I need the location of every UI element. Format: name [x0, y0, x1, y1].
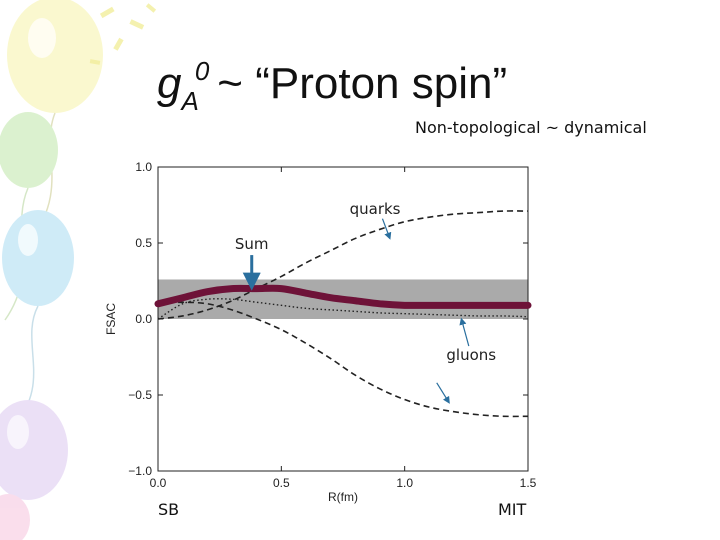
x-tick-label: 0.0: [150, 476, 167, 490]
title-symbol: g: [157, 59, 182, 108]
sum-curve: [154, 284, 532, 309]
balloon-pink: [0, 494, 30, 540]
x-tick-label: 1.0: [396, 476, 413, 490]
gluons-curve: [157, 301, 529, 418]
x-axis-label: R(fm): [328, 490, 358, 504]
confetti: [89, 3, 157, 65]
slide-subtitle: Non-topological ~ dynamical: [415, 118, 647, 137]
right-label-mit: MIT: [498, 500, 527, 519]
annotation-label: quarks: [350, 200, 401, 218]
x-tick-label: 1.5: [520, 476, 537, 490]
quarks-arrow: [381, 218, 392, 240]
gluons-lower-arrow: [436, 382, 450, 404]
y-tick-label: −1.0: [128, 464, 152, 478]
annotation-label: Sum: [235, 235, 269, 253]
y-tick-label: 0.5: [135, 236, 152, 250]
x-tick-label: 0.5: [273, 476, 290, 490]
title-rest: ~ “Proton spin”: [217, 59, 508, 108]
gluons-arrow: [459, 317, 470, 347]
title-superscript: 0: [194, 56, 210, 86]
y-tick-label: 1.0: [135, 160, 152, 174]
title-subscript: A: [181, 86, 199, 116]
y-tick-label: −0.5: [128, 388, 152, 402]
balloon-green: [0, 112, 58, 188]
annotation-label: gluons: [446, 346, 496, 364]
left-label-sb: SB: [158, 500, 180, 519]
slide-title: gA0 ~ “Proton spin”: [157, 58, 507, 114]
y-tick-label: 0.0: [135, 312, 152, 326]
y-axis-label: FSAC: [104, 303, 118, 335]
